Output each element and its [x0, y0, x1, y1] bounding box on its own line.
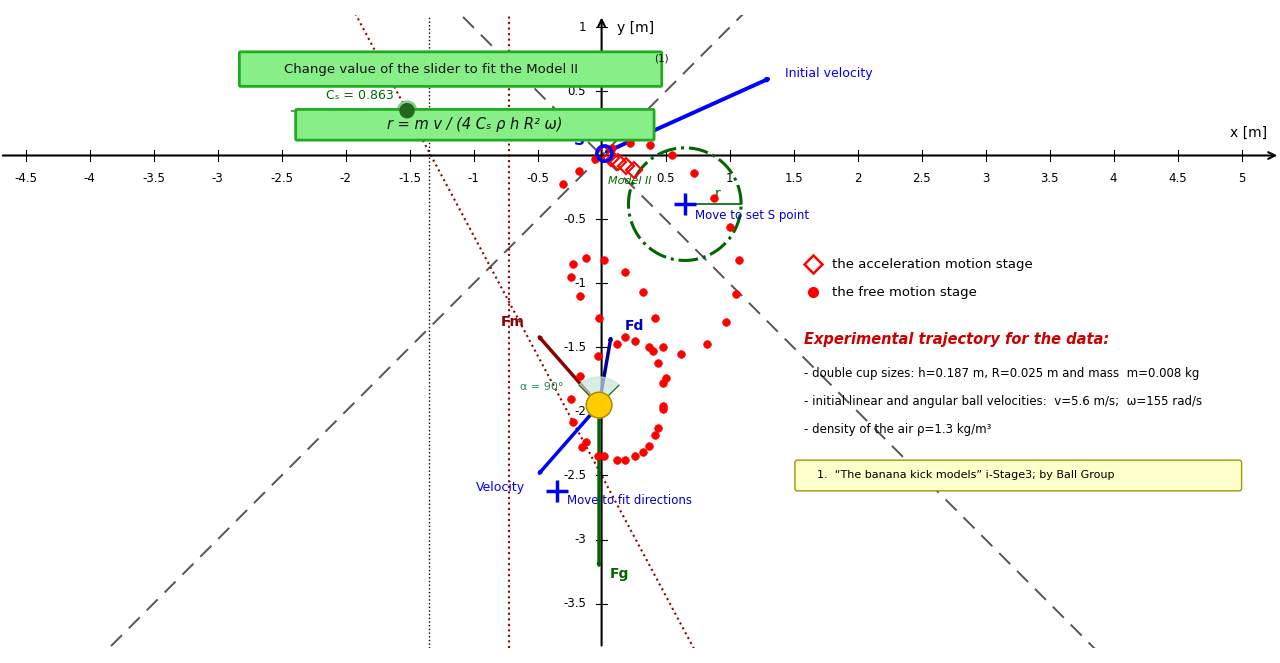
Wedge shape	[579, 377, 620, 405]
Circle shape	[399, 103, 415, 118]
Text: 1: 1	[726, 172, 733, 185]
Text: r: r	[716, 187, 721, 201]
Text: Cₛ = 0.863: Cₛ = 0.863	[326, 90, 394, 102]
Text: Move to set S point: Move to set S point	[695, 210, 809, 223]
Text: -1.5: -1.5	[398, 172, 421, 185]
FancyBboxPatch shape	[296, 109, 654, 140]
FancyBboxPatch shape	[239, 52, 662, 86]
Text: 4: 4	[1110, 172, 1117, 185]
Text: 1.  “The banana kick models” i-Stage3; by Ball Group: 1. “The banana kick models” i-Stage3; by…	[817, 471, 1114, 481]
Text: -2.5: -2.5	[563, 469, 586, 482]
Text: -2.5: -2.5	[270, 172, 293, 185]
Circle shape	[586, 392, 612, 418]
Text: the free motion stage: the free motion stage	[832, 286, 977, 299]
Text: -0.5: -0.5	[563, 213, 586, 226]
Text: 1: 1	[579, 21, 586, 34]
Text: Fm: Fm	[500, 315, 525, 329]
Text: Velocity: Velocity	[476, 481, 525, 494]
Text: -1: -1	[467, 172, 480, 185]
Text: - double cup sizes: h=0.187 m, R=0.025 m and mass  m=0.008 kg: - double cup sizes: h=0.187 m, R=0.025 m…	[804, 367, 1199, 380]
Text: Fd: Fd	[625, 319, 644, 333]
Text: Change value of the slider to fit the Model II: Change value of the slider to fit the Mo…	[284, 62, 579, 76]
Text: -3: -3	[575, 533, 586, 546]
Text: - density of the air ρ=1.3 kg/m³: - density of the air ρ=1.3 kg/m³	[804, 423, 991, 436]
FancyBboxPatch shape	[795, 460, 1242, 491]
Text: S: S	[573, 133, 585, 148]
Text: r = m v / (4 Cₛ ρ h R² ω): r = m v / (4 Cₛ ρ h R² ω)	[387, 117, 563, 133]
Text: -2: -2	[575, 405, 586, 418]
Circle shape	[397, 101, 417, 120]
Text: 3: 3	[982, 172, 989, 185]
Text: -4.5: -4.5	[14, 172, 37, 185]
Text: (1): (1)	[654, 54, 668, 64]
Text: Model II: Model II	[608, 176, 652, 186]
Text: -1.5: -1.5	[563, 341, 586, 354]
Text: Initial velocity: Initial velocity	[785, 67, 872, 80]
Text: 0.5: 0.5	[657, 172, 675, 185]
Text: the acceleration motion stage: the acceleration motion stage	[832, 258, 1033, 271]
Text: x [m]: x [m]	[1230, 126, 1267, 140]
Text: 5: 5	[1238, 172, 1245, 185]
Text: -4: -4	[83, 172, 96, 185]
Text: 3.5: 3.5	[1041, 172, 1059, 185]
Text: α = 90°: α = 90°	[520, 382, 563, 392]
Text: -0.5: -0.5	[526, 172, 549, 185]
Text: -3.5: -3.5	[142, 172, 165, 185]
Text: 0.5: 0.5	[568, 85, 586, 98]
Text: -3.5: -3.5	[563, 597, 586, 610]
Text: -2: -2	[339, 172, 352, 185]
Text: Move to fit directions: Move to fit directions	[567, 494, 692, 507]
Text: y [m]: y [m]	[617, 21, 654, 35]
Text: Fg: Fg	[609, 567, 628, 581]
Text: Experimental trajectory for the data:: Experimental trajectory for the data:	[804, 332, 1108, 347]
Text: 2: 2	[854, 172, 861, 185]
Text: -3: -3	[211, 172, 224, 185]
Text: -1: -1	[575, 277, 586, 290]
Text: 2.5: 2.5	[913, 172, 931, 185]
Text: - initial linear and angular ball velocities:  v=5.6 m/s;  ω=155 rad/s: - initial linear and angular ball veloci…	[804, 395, 1202, 408]
Text: 1.5: 1.5	[785, 172, 803, 185]
Text: 4.5: 4.5	[1169, 172, 1187, 185]
